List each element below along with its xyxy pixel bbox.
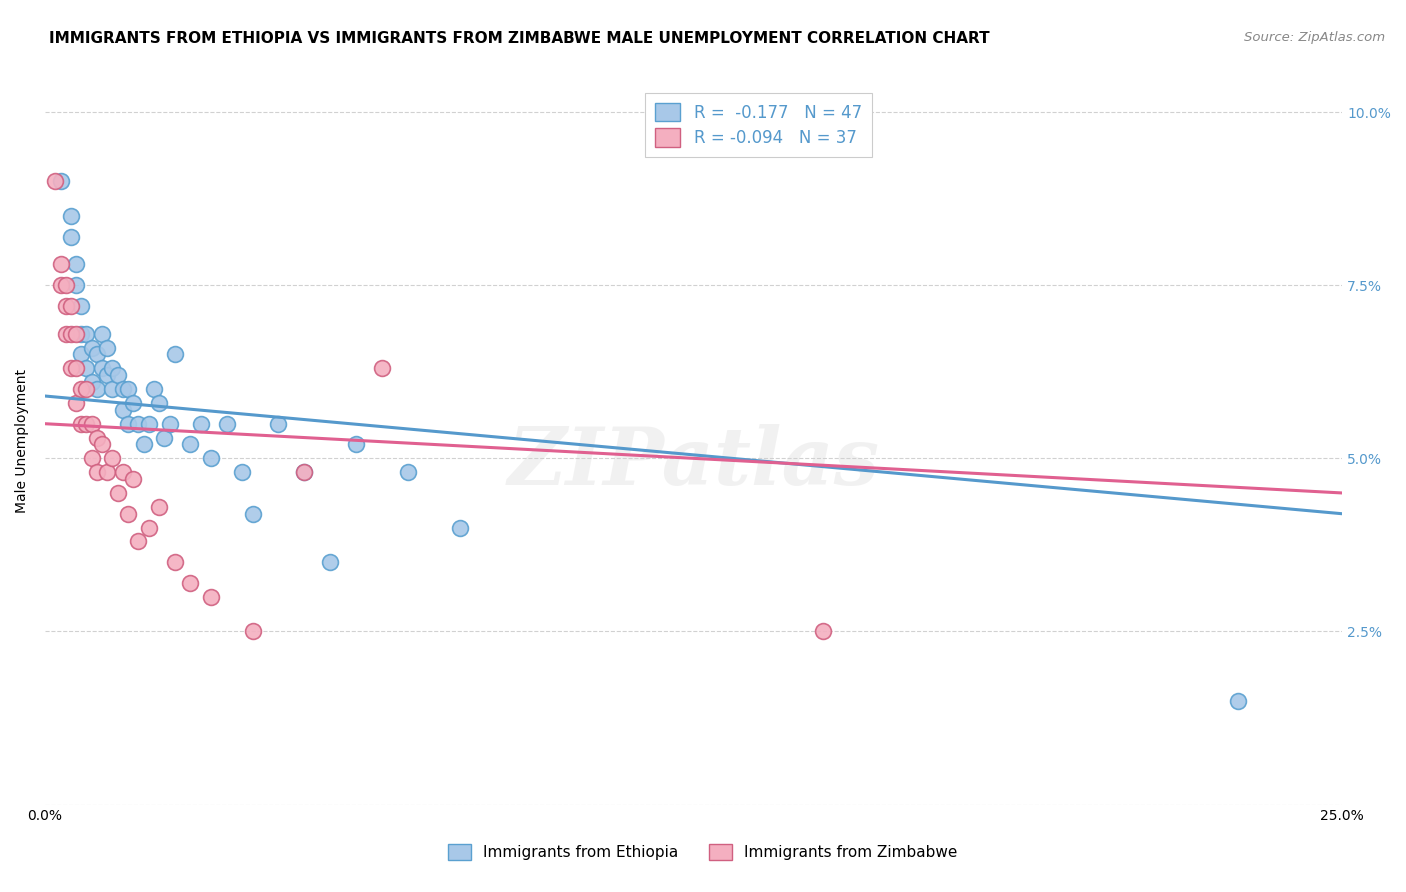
Point: [70, 417, 93, 431]
Point: [55, 299, 77, 313]
Point: [142, 382, 165, 396]
Point: [159, 417, 181, 431]
Point: [111, 465, 134, 479]
Point: [80, 375, 103, 389]
Point: [163, 555, 186, 569]
Point: [55, 326, 77, 341]
Point: [70, 326, 93, 341]
Point: [86, 347, 108, 361]
Point: [294, 465, 316, 479]
Point: [117, 382, 139, 396]
Point: [76, 361, 98, 376]
Legend: R =  -0.177   N = 47, R = -0.094   N = 37: R = -0.177 N = 47, R = -0.094 N = 37: [645, 93, 872, 157]
Point: [59, 229, 82, 244]
Point: [117, 507, 139, 521]
Point: [294, 465, 316, 479]
Point: [449, 520, 471, 534]
Point: [200, 451, 222, 466]
Point: [49, 174, 72, 188]
Text: Source: ZipAtlas.com: Source: ZipAtlas.com: [1244, 31, 1385, 45]
Point: [396, 465, 419, 479]
Point: [96, 341, 118, 355]
Point: [49, 257, 72, 271]
Point: [91, 361, 114, 376]
Point: [267, 417, 290, 431]
Point: [65, 326, 87, 341]
Point: [59, 299, 82, 313]
Point: [813, 624, 835, 639]
Point: [179, 576, 201, 591]
Point: [91, 437, 114, 451]
Point: [80, 417, 103, 431]
Point: [65, 361, 87, 376]
Point: [101, 361, 124, 376]
Point: [86, 465, 108, 479]
Point: [138, 417, 160, 431]
Point: [138, 520, 160, 534]
Point: [122, 396, 145, 410]
Point: [55, 278, 77, 293]
Point: [107, 368, 129, 383]
Y-axis label: Male Unemployment: Male Unemployment: [15, 369, 30, 513]
Point: [59, 326, 82, 341]
Point: [190, 417, 212, 431]
Point: [65, 278, 87, 293]
Point: [101, 451, 124, 466]
Point: [148, 500, 170, 514]
Point: [59, 209, 82, 223]
Point: [122, 472, 145, 486]
Point: [80, 341, 103, 355]
Point: [65, 257, 87, 271]
Point: [111, 402, 134, 417]
Point: [70, 347, 93, 361]
Point: [242, 507, 264, 521]
Point: [153, 431, 176, 445]
Point: [1227, 694, 1250, 708]
Point: [231, 465, 253, 479]
Point: [215, 417, 238, 431]
Text: ZIPatlas: ZIPatlas: [508, 424, 880, 501]
Point: [96, 465, 118, 479]
Point: [76, 326, 98, 341]
Point: [127, 534, 149, 549]
Point: [91, 326, 114, 341]
Point: [65, 396, 87, 410]
Point: [80, 451, 103, 466]
Point: [76, 417, 98, 431]
Point: [319, 555, 342, 569]
Point: [148, 396, 170, 410]
Point: [242, 624, 264, 639]
Point: [96, 368, 118, 383]
Point: [101, 382, 124, 396]
Point: [371, 361, 394, 376]
Point: [344, 437, 367, 451]
Point: [163, 347, 186, 361]
Text: IMMIGRANTS FROM ETHIOPIA VS IMMIGRANTS FROM ZIMBABWE MALE UNEMPLOYMENT CORRELATI: IMMIGRANTS FROM ETHIOPIA VS IMMIGRANTS F…: [49, 31, 990, 46]
Point: [111, 382, 134, 396]
Point: [70, 382, 93, 396]
Point: [70, 299, 93, 313]
Point: [86, 382, 108, 396]
Point: [76, 382, 98, 396]
Point: [200, 590, 222, 604]
Point: [117, 417, 139, 431]
Point: [132, 437, 155, 451]
Legend: Immigrants from Ethiopia, Immigrants from Zimbabwe: Immigrants from Ethiopia, Immigrants fro…: [441, 838, 965, 866]
Point: [86, 431, 108, 445]
Point: [44, 174, 66, 188]
Point: [107, 486, 129, 500]
Point: [49, 278, 72, 293]
Point: [59, 361, 82, 376]
Point: [179, 437, 201, 451]
Point: [127, 417, 149, 431]
